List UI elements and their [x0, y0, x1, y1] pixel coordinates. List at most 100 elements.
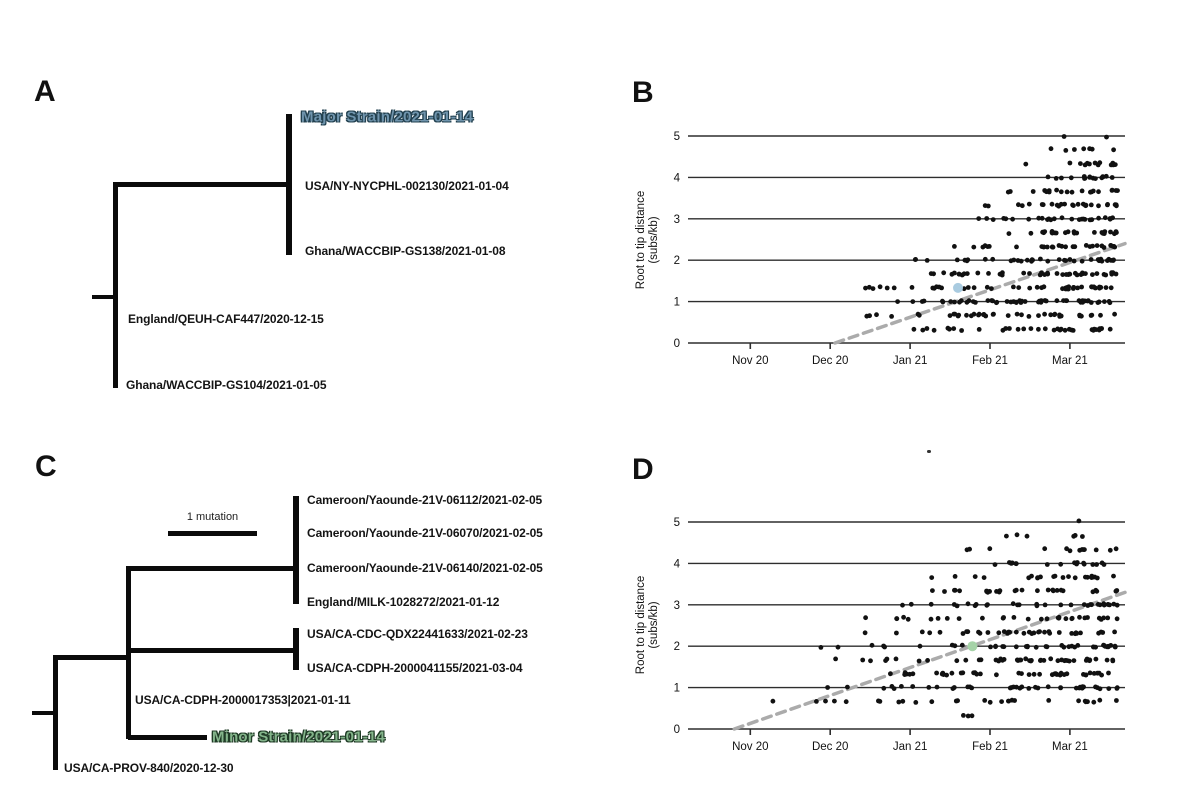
data-point: [910, 299, 916, 304]
data-point: [1055, 615, 1061, 621]
data-point: [940, 299, 946, 305]
data-point: [1097, 697, 1103, 703]
data-point: [1046, 698, 1052, 703]
data-point: [964, 299, 970, 305]
data-point: [1076, 698, 1081, 704]
tree-branch: [53, 655, 58, 770]
data-point: [960, 631, 966, 636]
data-point: [971, 285, 977, 291]
data-point: [971, 244, 977, 250]
data-point: [1000, 644, 1006, 649]
data-point: [992, 562, 998, 567]
data-point: [984, 216, 990, 221]
data-point: [969, 713, 975, 719]
data-point: [1059, 243, 1065, 249]
data-point: [1109, 271, 1115, 277]
data-point: [825, 685, 830, 690]
data-point: [929, 575, 935, 580]
data-point: [1001, 216, 1007, 221]
data-point: [1101, 602, 1107, 608]
data-point: [1104, 134, 1109, 140]
y-tick-label: 3: [674, 600, 680, 612]
data-point: [1074, 272, 1080, 278]
panel-a-letter: A: [34, 75, 56, 108]
data-point: [1038, 574, 1043, 580]
data-point: [1005, 189, 1011, 195]
data-point: [942, 589, 947, 594]
x-tick-label: Feb 21: [972, 741, 1008, 753]
data-point: [971, 311, 977, 317]
highlight-point: [953, 282, 963, 293]
data-point: [1088, 257, 1094, 262]
data-point: [954, 658, 960, 664]
data-point: [1077, 313, 1083, 319]
data-point: [965, 713, 971, 719]
data-point: [1045, 587, 1051, 593]
data-point: [1087, 146, 1092, 152]
data-point: [1024, 533, 1030, 539]
tip-label-ghana-gs138: Ghana/WACCBIP-GS138/2021-01-08: [305, 244, 506, 258]
data-point: [1039, 616, 1044, 622]
data-point: [1011, 284, 1016, 290]
data-point: [1094, 243, 1100, 248]
data-point: [1109, 188, 1115, 193]
data-point: [884, 656, 890, 662]
data-point: [1094, 562, 1099, 567]
data-point: [1106, 686, 1112, 691]
data-point: [931, 327, 937, 333]
tree-branch: [115, 182, 289, 187]
data-point: [1096, 299, 1102, 305]
data-point: [1033, 644, 1039, 650]
y-tick-label: 3: [674, 214, 680, 226]
data-point: [1026, 672, 1032, 677]
data-point: [1051, 216, 1057, 222]
data-point: [934, 284, 939, 290]
data-point: [1061, 134, 1067, 139]
data-point: [874, 312, 879, 318]
data-point: [1046, 629, 1052, 634]
data-point: [981, 575, 987, 580]
data-point: [1102, 215, 1108, 221]
data-point: [833, 656, 838, 662]
data-point: [1004, 533, 1009, 539]
data-point: [964, 629, 969, 634]
data-point: [1084, 656, 1090, 662]
data-point: [1077, 614, 1082, 620]
data-point: [1044, 562, 1050, 567]
data-point: [1067, 257, 1073, 262]
data-point: [1060, 575, 1066, 580]
data-point: [1075, 285, 1080, 291]
data-point: [1026, 201, 1032, 207]
data-point: [1081, 216, 1086, 222]
x-tick-label: Jan 21: [893, 741, 928, 753]
data-point: [1088, 602, 1093, 607]
data-point: [1049, 230, 1055, 235]
data-point: [1089, 312, 1095, 318]
panel-b-letter: B: [632, 76, 654, 109]
data-point: [1058, 685, 1063, 691]
data-point: [1034, 284, 1040, 290]
data-point: [984, 602, 990, 608]
data-point: [1112, 644, 1118, 650]
data-point: [976, 657, 982, 663]
data-point: [1054, 202, 1060, 208]
data-point: [967, 546, 972, 552]
data-point: [1104, 657, 1110, 663]
scale-bar: [168, 531, 257, 536]
data-point: [1026, 216, 1032, 222]
data-point: [976, 311, 982, 317]
data-point: [1092, 230, 1097, 235]
data-point: [987, 546, 993, 552]
data-point: [1114, 616, 1120, 622]
data-point: [1006, 231, 1012, 236]
data-point: [1016, 202, 1021, 208]
highlight-point: [967, 641, 978, 652]
data-point: [1063, 616, 1069, 622]
data-point: [1110, 162, 1116, 168]
tree-branch: [293, 496, 299, 604]
scale-bar-label: 1 mutation: [186, 511, 239, 523]
data-point: [1023, 644, 1029, 649]
data-point: [929, 699, 935, 705]
tip-label-usa-ca-prov840: USA/CA-PROV-840/2020-12-30: [64, 761, 234, 775]
data-point: [1053, 230, 1059, 236]
